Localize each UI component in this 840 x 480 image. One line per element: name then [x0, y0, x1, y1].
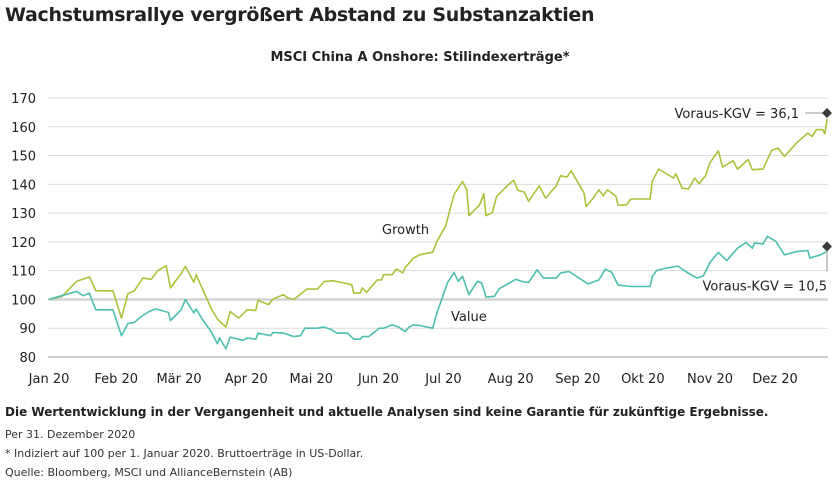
y-tick-label: 160 [11, 121, 36, 136]
x-tick-label: Dez 20 [752, 372, 798, 387]
x-tick-label: Jun 20 [357, 372, 399, 387]
page-title: Wachstumsrallye vergrößert Abstand zu Su… [5, 4, 595, 26]
y-tick-label: 120 [11, 236, 36, 251]
value-endpoint-diamond [822, 241, 832, 252]
series-line-value [48, 235, 828, 350]
growth-endpoint-diamond [822, 107, 832, 118]
as-of-date: Per 31. Dezember 2020 [5, 428, 136, 441]
x-tick-label: Mai 20 [290, 372, 333, 387]
disclaimer: Die Wertentwicklung in der Vergangenheit… [5, 405, 769, 419]
value-label: Value [451, 310, 487, 325]
x-tick-label: Okt 20 [621, 372, 665, 387]
line-chart: 80 90 100 110 120 130 140 150 160 170 Jan 20 Feb 2… [11, 92, 832, 387]
y-tick-label: 100 [11, 293, 36, 308]
y-tick-label: 80 [19, 351, 36, 366]
footnote: * Indiziert auf 100 per 1. Januar 2020. … [5, 447, 364, 460]
y-tick-label: 130 [11, 207, 36, 222]
chart-title: MSCI China A Onshore: Stilindexerträge* [270, 50, 570, 65]
x-tick-label: Jan 20 [28, 372, 70, 387]
value-pe-label: Voraus-KGV = 10,5 [703, 279, 827, 294]
y-tick-label: 90 [19, 322, 36, 337]
x-tick-label: Apr 20 [225, 372, 268, 387]
x-tick-label: Mär 20 [156, 372, 201, 387]
x-tick-label: Aug 20 [488, 372, 534, 387]
y-tick-label: 140 [11, 178, 36, 193]
y-axis-tick-labels: 80 90 100 110 120 130 140 150 160 170 [11, 92, 36, 366]
series-lines [48, 118, 828, 350]
x-tick-label: Jul 20 [424, 372, 461, 387]
x-tick-label: Sep 20 [555, 372, 600, 387]
annotations: Growth Value Voraus-KGV = 36,1 Voraus-KGV =… [382, 107, 832, 325]
growth-pe-label: Voraus-KGV = 36,1 [675, 107, 799, 122]
y-tick-label: 170 [11, 92, 36, 107]
x-tick-label: Feb 20 [94, 372, 138, 387]
x-axis-tick-labels: Jan 20 Feb 20 Mär 20 Apr 20 Mai 20 Jun 20 Jul … [28, 372, 798, 387]
x-tick-label: Nov 20 [687, 372, 733, 387]
gridlines [48, 97, 828, 358]
series-line-growth [48, 118, 828, 328]
y-tick-label: 150 [11, 150, 36, 165]
source-note: Quelle: Bloomberg, MSCI und AllianceBern… [5, 466, 293, 479]
y-tick-label: 110 [11, 265, 36, 280]
growth-label: Growth [382, 223, 429, 238]
